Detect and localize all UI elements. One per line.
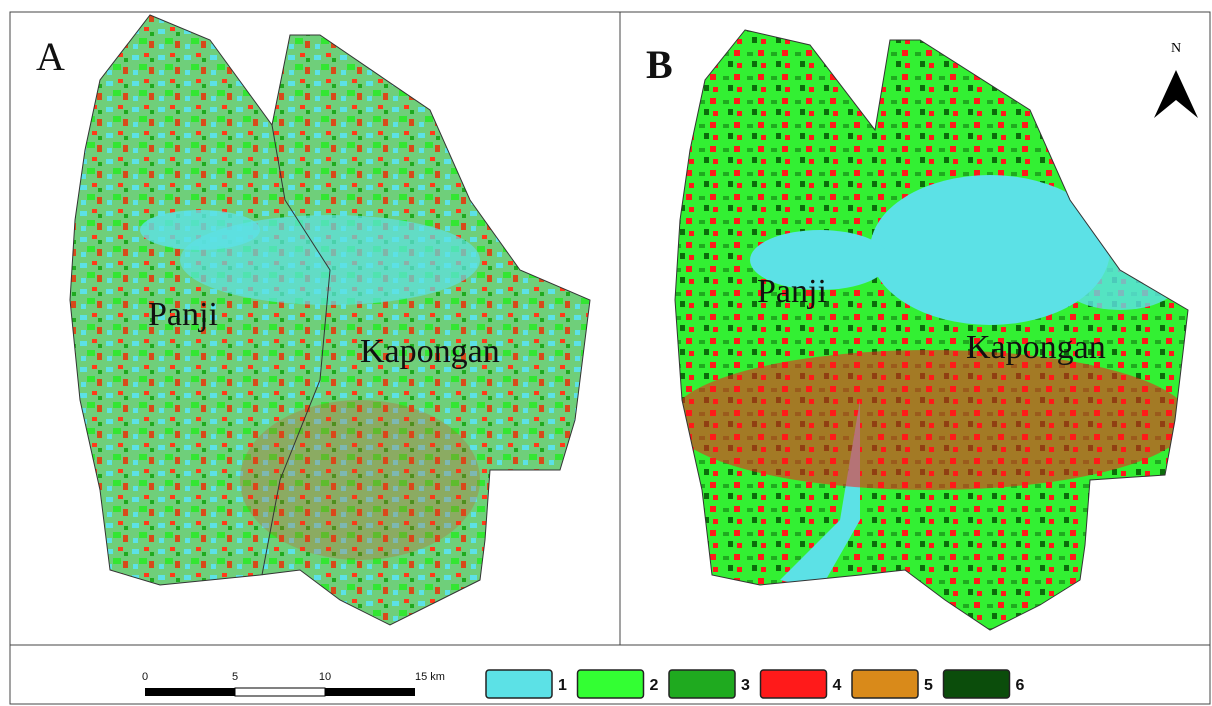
north-arrow bbox=[1154, 70, 1198, 118]
legend-swatch bbox=[486, 670, 552, 698]
map-b bbox=[660, 20, 1200, 640]
legend-label: 5 bbox=[924, 677, 933, 694]
legend-swatch bbox=[761, 670, 827, 698]
legend-swatch bbox=[669, 670, 735, 698]
legend-label: 6 bbox=[1016, 677, 1025, 694]
legend: 1 2 3 4 5 6 bbox=[486, 670, 1025, 698]
legend-swatch bbox=[944, 670, 1010, 698]
region-label: Panji bbox=[757, 273, 827, 310]
legend-label: 3 bbox=[741, 677, 750, 694]
region-label: Kapongan bbox=[360, 333, 500, 370]
scale-label: 0 bbox=[142, 671, 148, 683]
scale-label: 5 bbox=[232, 671, 238, 683]
scale-label: 10 bbox=[319, 671, 331, 683]
north-label: N bbox=[1171, 41, 1181, 56]
panel-label: B bbox=[646, 42, 673, 87]
legend-label: 1 bbox=[558, 677, 567, 694]
scale-label: 15 km bbox=[415, 671, 445, 683]
legend-label: 4 bbox=[833, 677, 842, 694]
figure: A Panji Kapongan B Panji Kapongan N 0510… bbox=[0, 0, 1212, 706]
legend-swatch bbox=[578, 670, 644, 698]
legend-swatch bbox=[852, 670, 918, 698]
map-a bbox=[60, 10, 600, 630]
region-label: Panji bbox=[148, 296, 218, 333]
legend-label: 2 bbox=[650, 677, 659, 694]
scale-bar: 0 5 10 15 km bbox=[142, 671, 445, 696]
panel-label: A bbox=[36, 34, 65, 79]
region-label: Kapongan bbox=[966, 329, 1106, 366]
